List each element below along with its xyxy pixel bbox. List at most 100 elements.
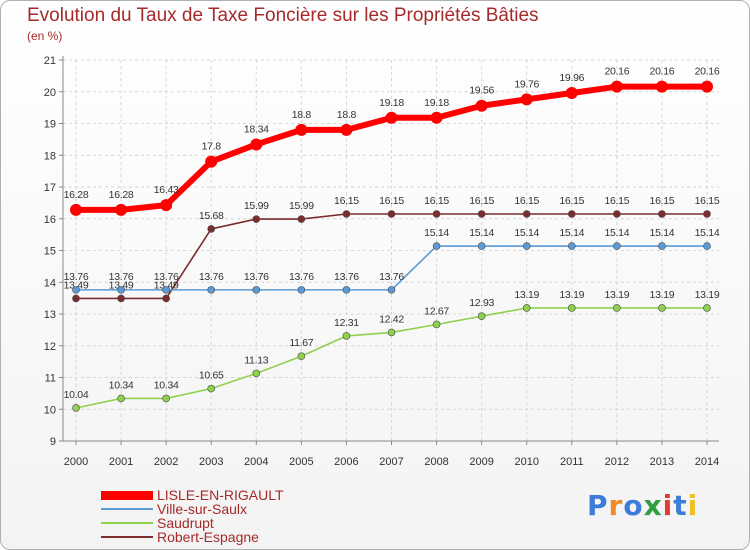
data-point <box>477 312 486 321</box>
data-label: 18.8 <box>337 109 357 121</box>
data-point <box>297 286 306 294</box>
x-tick-label: 2007 <box>379 456 403 468</box>
data-point <box>477 210 486 218</box>
data-label: 12.93 <box>469 297 494 309</box>
data-point <box>252 215 261 223</box>
legend-swatch <box>101 522 153 524</box>
data-point <box>567 304 576 312</box>
y-tick-label: 9 <box>50 436 56 448</box>
data-point <box>252 286 261 294</box>
data-point <box>701 80 713 93</box>
data-label: 13.76 <box>64 271 89 283</box>
data-point <box>342 210 351 218</box>
data-point <box>658 242 666 250</box>
data-point <box>207 225 216 233</box>
data-point <box>207 384 216 393</box>
data-point <box>72 286 80 294</box>
x-tick-label: 2001 <box>109 456 133 468</box>
data-label: 13.76 <box>154 271 179 283</box>
data-label: 20.16 <box>695 66 720 78</box>
data-point <box>250 138 263 151</box>
data-point <box>115 203 128 216</box>
data-label: 10.65 <box>199 370 224 382</box>
data-point <box>475 99 488 112</box>
data-point <box>567 210 576 218</box>
y-tick-label: 15 <box>44 246 56 258</box>
y-tick-label: 18 <box>44 150 56 162</box>
logo-letter: t <box>673 489 688 522</box>
y-tick-label: 10 <box>44 404 56 416</box>
x-tick-label: 2008 <box>424 456 448 468</box>
x-tick-label: 2006 <box>334 456 358 468</box>
data-point <box>117 286 125 294</box>
data-point <box>70 203 82 216</box>
logo-letter: i <box>687 489 699 522</box>
data-point <box>477 242 486 250</box>
data-label: 15.68 <box>199 210 224 222</box>
data-label: 16.28 <box>64 189 89 201</box>
y-tick-label: 11 <box>45 373 56 385</box>
logo-letter: P <box>587 489 609 522</box>
data-point <box>162 394 170 403</box>
data-label: 19.76 <box>514 78 539 90</box>
data-label: 17.8 <box>202 141 222 153</box>
data-point <box>385 111 398 124</box>
legend-label: Ville-sur-Saulx <box>157 501 247 517</box>
data-point <box>160 199 173 212</box>
logo-letter: r <box>608 489 624 522</box>
legend-label: Robert-Espagne <box>157 529 259 545</box>
data-label: 15.14 <box>469 227 494 239</box>
y-tick-label: 17 <box>44 182 56 194</box>
data-label: 20.16 <box>604 66 629 78</box>
legend-label: Saudrupt <box>157 515 214 531</box>
data-label: 16.43 <box>154 184 179 196</box>
data-point <box>655 80 668 93</box>
data-label: 16.15 <box>334 195 359 207</box>
data-label: 15.14 <box>604 227 629 239</box>
y-tick-label: 13 <box>44 309 56 321</box>
chart-title: Evolution du Taux de Taxe Foncière sur l… <box>27 5 539 26</box>
x-tick-label: 2014 <box>695 456 719 468</box>
data-label: 13.19 <box>695 289 720 301</box>
data-label: 13.19 <box>559 289 584 301</box>
data-point <box>703 242 711 250</box>
logo-letter: x <box>643 489 663 522</box>
data-label: 11.13 <box>244 354 268 366</box>
data-label: 19.56 <box>469 85 494 97</box>
x-tick-label: 2002 <box>154 456 178 468</box>
data-label: 16.28 <box>109 189 134 201</box>
x-tick-label: 2013 <box>650 456 674 468</box>
data-point <box>567 242 576 250</box>
data-point <box>162 294 170 303</box>
data-label: 16.15 <box>604 195 629 207</box>
data-label: 11.67 <box>289 337 313 349</box>
data-label: 15.14 <box>695 227 720 239</box>
data-label: 16.15 <box>424 195 449 207</box>
data-label: 16.15 <box>559 195 584 207</box>
data-label: 16.15 <box>514 195 539 207</box>
data-label: 16.15 <box>650 195 675 207</box>
data-label: 13.19 <box>650 289 675 301</box>
data-label: 19.96 <box>559 72 584 84</box>
data-label: 13.19 <box>604 289 629 301</box>
data-point <box>432 320 441 329</box>
data-point <box>432 242 441 250</box>
data-label: 12.31 <box>334 317 359 329</box>
proxiti-logo: Proxiti <box>587 489 698 522</box>
data-point <box>342 286 351 294</box>
data-point <box>658 304 666 312</box>
data-point <box>342 332 351 340</box>
data-label: 15.99 <box>244 200 269 212</box>
data-point <box>430 111 443 124</box>
logo-letter: o <box>623 489 644 522</box>
y-tick-label: 16 <box>44 214 56 226</box>
data-point <box>117 294 125 303</box>
data-point <box>613 210 621 218</box>
data-point <box>522 210 531 218</box>
data-point <box>610 80 623 93</box>
data-label: 13.76 <box>379 271 404 283</box>
data-label: 18.34 <box>244 123 269 135</box>
data-point <box>117 394 125 403</box>
data-label: 12.67 <box>424 305 449 317</box>
